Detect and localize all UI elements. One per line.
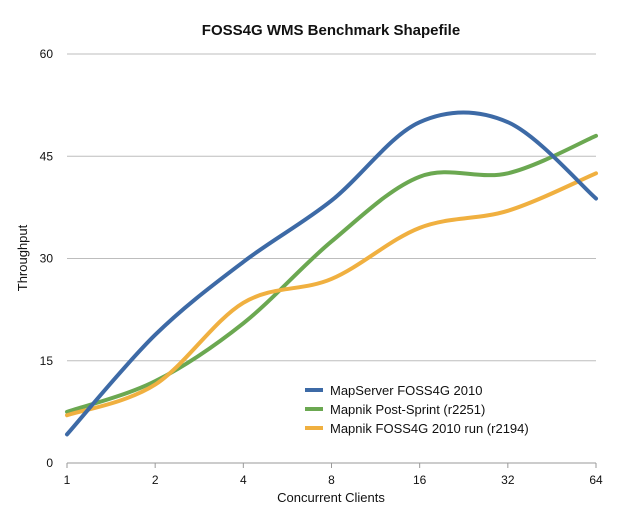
y-tick-label: 0 [46,456,53,470]
series-line-1 [65,110,598,437]
y-tick-label: 30 [40,252,54,266]
y-tick-label: 15 [40,354,54,368]
chart-title: FOSS4G WMS Benchmark Shapefile [202,22,460,39]
series-line-2 [65,133,598,414]
gridlines [67,53,596,362]
x-tick-label: 32 [501,473,515,487]
y-tick-label: 60 [40,47,54,61]
x-tick-label: 16 [413,473,427,487]
x-tick-label: 64 [589,473,603,487]
x-tick-label: 8 [328,473,335,487]
legend-label: Mapnik Post-Sprint (r2251) [330,402,485,417]
axes: 0 15 30 45 60 1 2 4 8 16 32 64 [40,47,603,487]
series-lines [65,110,598,437]
legend-label: Mapnik FOSS4G 2010 run (r2194) [330,421,529,436]
x-tick-label: 4 [240,473,247,487]
series-line-3 [65,171,598,418]
x-tick-label: 2 [152,473,159,487]
y-tick-label: 45 [40,149,54,163]
x-tick-label: 1 [64,473,71,487]
y-axis-label: Throughput [15,224,30,291]
legend-label: MapServer FOSS4G 2010 [330,383,482,398]
legend: MapServer FOSS4G 2010 Mapnik Post-Sprint … [305,383,529,436]
x-axis-label: Concurrent Clients [277,490,385,505]
